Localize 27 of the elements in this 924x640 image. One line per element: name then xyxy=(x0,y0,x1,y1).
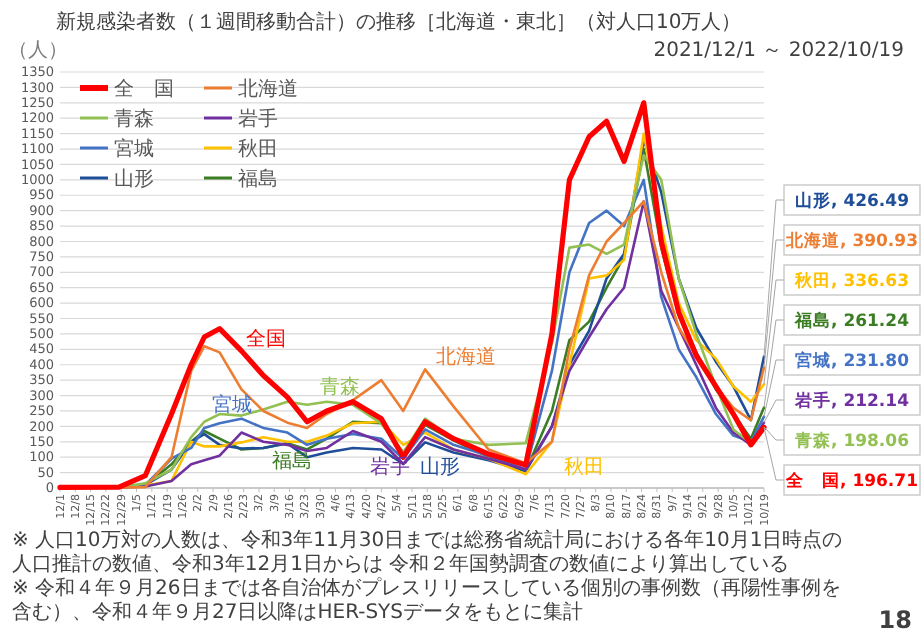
annotation: 全国 xyxy=(246,327,286,351)
annotation: 宮城 xyxy=(212,393,252,417)
annotation: 山形 xyxy=(420,455,460,479)
annotation: 秋田 xyxy=(564,455,604,479)
text: ※ 人口10万対の人数は、令和3年11月30日までは総務省統計局における各年10月1日時点の人口推計の数値、令和3年12月1日からは 令和２年国勢調査の数値により算出している xyxy=(12,528,843,576)
legend-label: 山形 xyxy=(114,167,154,191)
legend-label: 全 国 xyxy=(114,77,174,101)
data-label: 秋田, 336.63 xyxy=(793,269,910,292)
text: 18 xyxy=(878,606,912,634)
legend-label: 宮城 xyxy=(114,137,154,161)
data-label: 岩手, 212.14 xyxy=(793,389,910,412)
legend-label: 福島 xyxy=(238,167,278,191)
legend-label: 北海道 xyxy=(238,77,298,101)
data-label: 宮城, 231.80 xyxy=(795,349,910,372)
data-label: 青森, 198.06 xyxy=(793,429,910,452)
chart-title: 新規感染者数（１週間移動合計）の推移［北海道・東北］（対人口10万人） xyxy=(56,10,742,34)
annotation: 北海道 xyxy=(436,345,496,369)
annotation: 青森 xyxy=(320,375,360,399)
legend-label: 岩手 xyxy=(238,107,278,131)
data-label: 山形, 426.49 xyxy=(795,189,910,212)
data-label: 福島, 261.24 xyxy=(793,309,910,332)
legend-label: 秋田 xyxy=(238,137,278,161)
annotation: 福島 xyxy=(272,449,312,473)
y-axis-title: （人） xyxy=(8,40,68,62)
text: ※ 令和４年９月26日までは各自治体がプレスリリースしている個別の事例数（再陽性事例を含む）、令和４年９月27日以降はHER-SYSデータをもとに集計 xyxy=(12,576,841,624)
chart-subtitle: 2021/12/1 ～ 2022/10/19 xyxy=(653,40,904,62)
legend-label: 青森 xyxy=(114,107,154,131)
